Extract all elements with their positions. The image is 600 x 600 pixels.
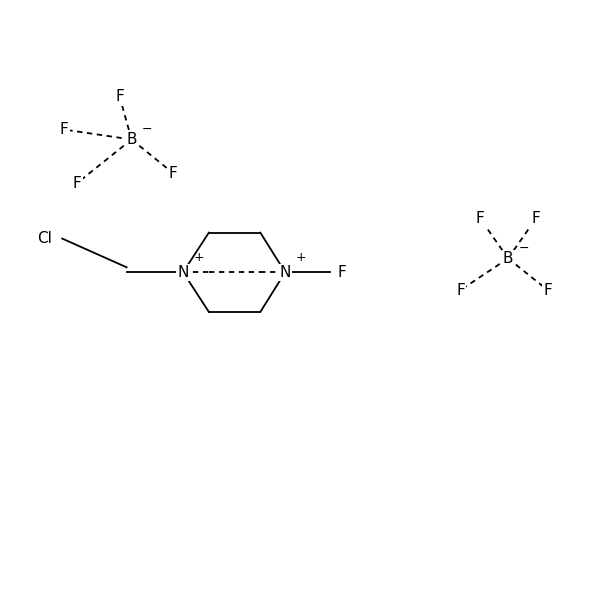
Text: F: F	[456, 283, 465, 298]
Text: Cl: Cl	[37, 231, 52, 246]
Text: +: +	[296, 251, 307, 264]
Text: F: F	[60, 122, 68, 137]
Text: −: −	[142, 123, 152, 136]
Text: F: F	[73, 176, 82, 191]
Text: F: F	[476, 211, 485, 226]
Text: B: B	[127, 132, 137, 147]
Text: F: F	[532, 211, 540, 226]
Text: F: F	[169, 166, 178, 181]
Text: B: B	[503, 251, 514, 266]
Text: F: F	[115, 89, 124, 104]
Text: F: F	[544, 283, 552, 298]
Text: N: N	[280, 265, 291, 280]
Text: F: F	[337, 265, 346, 280]
Text: −: −	[518, 242, 529, 255]
Text: N: N	[178, 265, 189, 280]
Text: +: +	[194, 251, 204, 264]
